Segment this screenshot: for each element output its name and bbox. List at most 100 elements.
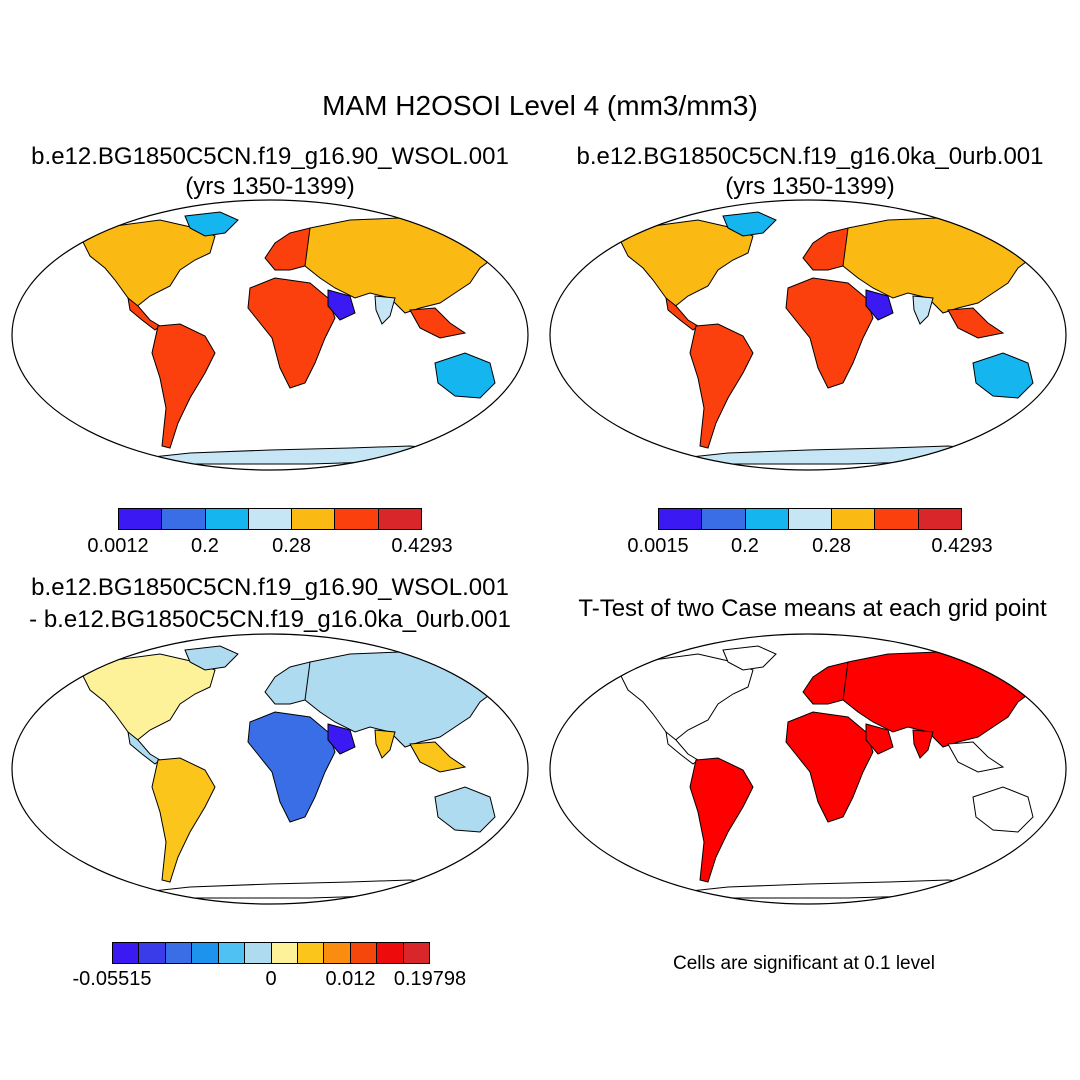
continent-india <box>374 295 396 325</box>
colorbar-swatch <box>245 943 272 963</box>
colorbar-swatch <box>788 509 833 529</box>
continent-south-america <box>689 757 754 883</box>
colorbar-swatch <box>192 943 219 963</box>
continent-africa <box>785 711 874 823</box>
colorbar-swatch <box>702 509 746 529</box>
colorbar-swatch <box>403 943 430 963</box>
map-panel-top-left <box>10 198 530 472</box>
figure-title: MAM H2OSOI Level 4 (mm3/mm3) <box>322 90 758 121</box>
continent-africa <box>247 711 336 823</box>
continent-se-asia <box>947 307 1005 339</box>
colorbar-swatch <box>659 509 703 529</box>
colorbar-label: 0.012 <box>325 968 376 990</box>
continent-north-america <box>79 219 216 309</box>
map-panel-top-right <box>548 198 1068 472</box>
continent-arabia <box>865 723 894 755</box>
colorbar-label: 0.4293 <box>931 535 993 557</box>
continent-australia <box>434 352 496 399</box>
world-map-difference <box>11 633 529 905</box>
bottom-right-title: T-Test of two Case means at each grid po… <box>578 595 1047 622</box>
continent-central-america <box>665 730 699 765</box>
continent-africa <box>247 277 336 389</box>
colorbar-label: 0.2 <box>731 535 759 557</box>
bottom-left-title-line2: - b.e12.BG1850C5CN.f19_g16.0ka_0urb.001 <box>29 606 511 633</box>
continent-se-asia <box>409 741 467 773</box>
colorbar-swatch <box>875 509 919 529</box>
continent-north-america <box>617 653 754 743</box>
colorbar-swatch <box>162 509 206 529</box>
continent-south-america <box>151 323 216 449</box>
continent-india <box>374 729 396 759</box>
colorbar-label: -0.05515 <box>72 968 152 990</box>
colorbar-swatch <box>297 943 325 963</box>
colorbar-labels-top-left: 0.0012 0.2 0.28 0.4293 <box>87 535 452 559</box>
continent-greenland <box>722 645 777 671</box>
continent-antarctica <box>662 879 990 899</box>
world-map-top-right <box>549 199 1067 471</box>
colorbar-top-left <box>118 508 422 530</box>
colorbar-swatch <box>324 943 351 963</box>
continent-north-america <box>617 219 754 309</box>
continent-greenland <box>722 211 777 237</box>
continent-north-america <box>79 653 216 743</box>
continent-africa <box>785 277 874 389</box>
continent-antarctica <box>124 445 452 465</box>
bottom-left-title-line1: b.e12.BG1850C5CN.f19_g16.90_WSOL.001 <box>31 574 509 601</box>
map-border <box>11 199 529 471</box>
significance-note: Cells are significant at 0.1 level <box>673 953 935 974</box>
colorbar-swatch <box>292 509 336 529</box>
continent-australia <box>972 352 1034 399</box>
colorbar-label: 0.2 <box>191 535 219 557</box>
colorbar-label: 0.19798 <box>393 968 467 990</box>
colorbar-label: 0.0015 <box>627 535 689 557</box>
colorbar-swatch <box>139 943 166 963</box>
continent-arabia <box>327 289 356 321</box>
map-border <box>549 633 1067 905</box>
continent-central-america <box>127 730 161 765</box>
continent-arabia <box>327 723 356 755</box>
colorbar-swatch <box>271 943 298 963</box>
colorbar-swatch <box>377 943 404 963</box>
world-map-top-left <box>11 199 529 471</box>
continent-australia <box>972 786 1034 833</box>
colorbar-difference <box>112 942 430 964</box>
colorbar-label: 0.4293 <box>391 535 453 557</box>
continent-se-asia <box>947 741 1005 773</box>
colorbar-labels-top-right: 0.0015 0.2 0.28 0.4293 <box>627 535 992 559</box>
map-border <box>11 633 529 905</box>
colorbar-swatch <box>350 943 378 963</box>
colorbar-labels-difference: -0.05515 0 0.012 0.19798 <box>73 968 467 992</box>
colorbar-swatch <box>165 943 193 963</box>
continent-antarctica <box>124 879 452 899</box>
continent-india <box>912 295 934 325</box>
colorbar-label: 0 <box>265 968 277 990</box>
map-panel-bottom-right <box>548 632 1068 906</box>
colorbar-top-right <box>658 508 962 530</box>
top-left-years: (yrs 1350-1399) <box>185 173 355 200</box>
colorbar-label: 0.28 <box>272 535 312 557</box>
colorbar-swatch <box>832 509 876 529</box>
continent-south-america <box>689 323 754 449</box>
colorbar-swatch <box>918 509 961 529</box>
colorbar-swatch <box>205 509 249 529</box>
continent-arabia <box>865 289 894 321</box>
colorbar-swatch <box>745 509 789 529</box>
colorbar-label: 0.28 <box>812 535 852 557</box>
colorbar-swatch <box>218 943 246 963</box>
continent-antarctica <box>662 445 990 465</box>
colorbar-swatch <box>113 943 140 963</box>
colorbar-label: 0.0012 <box>87 535 149 557</box>
top-left-case-title: b.e12.BG1850C5CN.f19_g16.90_WSOL.001 <box>31 143 509 170</box>
world-map-significance <box>549 633 1067 905</box>
continent-se-asia <box>409 307 467 339</box>
continent-central-america <box>665 296 699 331</box>
continent-australia <box>434 786 496 833</box>
continent-south-america <box>151 757 216 883</box>
map-panel-bottom-left <box>10 632 530 906</box>
continent-greenland <box>184 645 239 671</box>
map-border <box>549 199 1067 471</box>
continent-india <box>912 729 934 759</box>
colorbar-swatch <box>119 509 163 529</box>
top-right-case-title: b.e12.BG1850C5CN.f19_g16.0ka_0urb.001 <box>576 143 1044 170</box>
colorbar-swatch <box>335 509 379 529</box>
